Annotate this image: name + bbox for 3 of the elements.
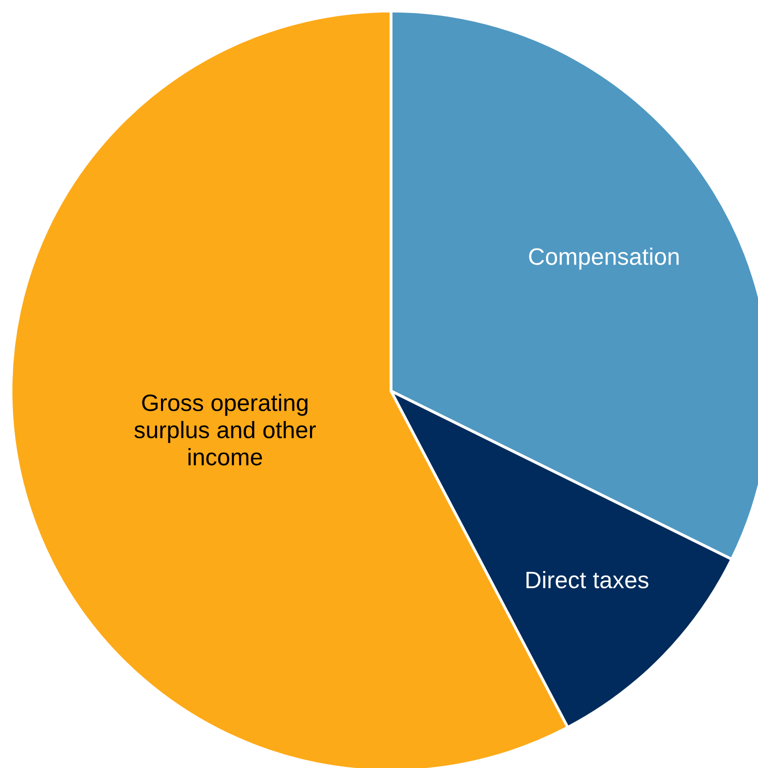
slice-label: Compensation	[529, 248, 679, 270]
slice-label: Direct taxes	[526, 571, 648, 588]
slice-label: Gross operating surplus and other income	[134, 394, 316, 466]
